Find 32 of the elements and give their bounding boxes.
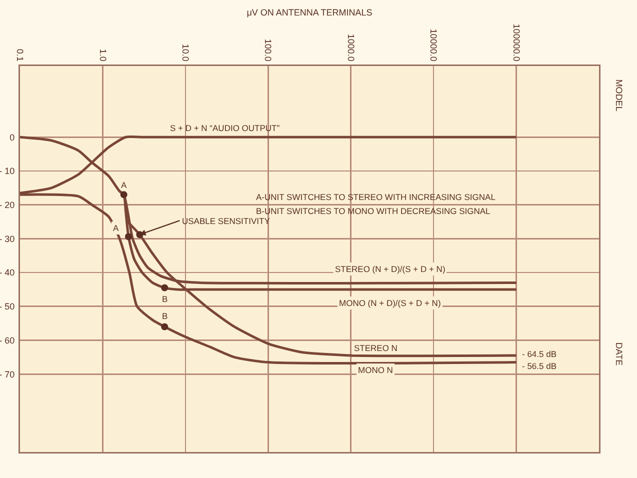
annotation: - 64.5 dB <box>522 349 557 359</box>
annotation: B <box>162 311 168 321</box>
x-tick-label: 100000.0 <box>511 24 522 62</box>
annotation: B <box>162 294 168 304</box>
y-tick-label: - 10 <box>0 166 15 176</box>
annotation: STEREO (N + D)/(S + D + N) <box>335 264 446 274</box>
y-tick-label: - 30 <box>0 234 15 244</box>
y-tick-label: - 20 <box>0 200 15 210</box>
annotation: A-UNIT SWITCHES TO STEREO WITH INCREASING SIGNAL <box>256 192 496 202</box>
annotation: MONO N <box>358 365 393 375</box>
y-tick-label: - 70 <box>0 369 15 380</box>
x-tick-label: 10000.0 <box>428 28 439 62</box>
x-axis-title: μV ON ANTENNA TERMINALS <box>246 7 372 18</box>
y-tick-label: 0 <box>10 132 15 142</box>
annotation: S + D + N “AUDIO OUTPUT” <box>170 123 280 133</box>
annotation: B-UNIT SWITCHES TO MONO WITH DECREASING SIGNAL <box>256 206 491 216</box>
x-tick-label: 1.0 <box>98 48 108 62</box>
text: DATE <box>614 342 624 366</box>
x-tick-label: 100.0 <box>263 38 274 62</box>
annotation: STEREO N <box>354 343 398 353</box>
y-tick-label: - 50 <box>0 302 15 312</box>
annotation: USABLE SENSITIVITY <box>182 216 270 226</box>
y-tick-label: - 40 <box>0 268 15 278</box>
x-tick-label: 0.1 <box>15 48 26 62</box>
y-tick-label: - 60 <box>0 335 15 346</box>
text: MODEL <box>614 79 624 112</box>
x-tick-label: 1000.0 <box>346 34 356 62</box>
annotation: A <box>113 223 119 233</box>
annotation: A <box>121 180 127 190</box>
annotation: MONO (N + D)/(S + D + N) <box>339 298 441 308</box>
x-tick-label: 10.0 <box>180 44 191 62</box>
annotation: - 56.5 dB <box>522 361 557 371</box>
